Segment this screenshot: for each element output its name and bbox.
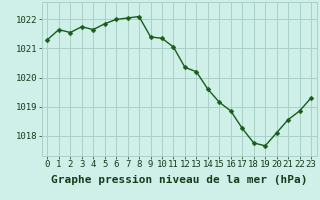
X-axis label: Graphe pression niveau de la mer (hPa): Graphe pression niveau de la mer (hPa) [51, 175, 308, 185]
